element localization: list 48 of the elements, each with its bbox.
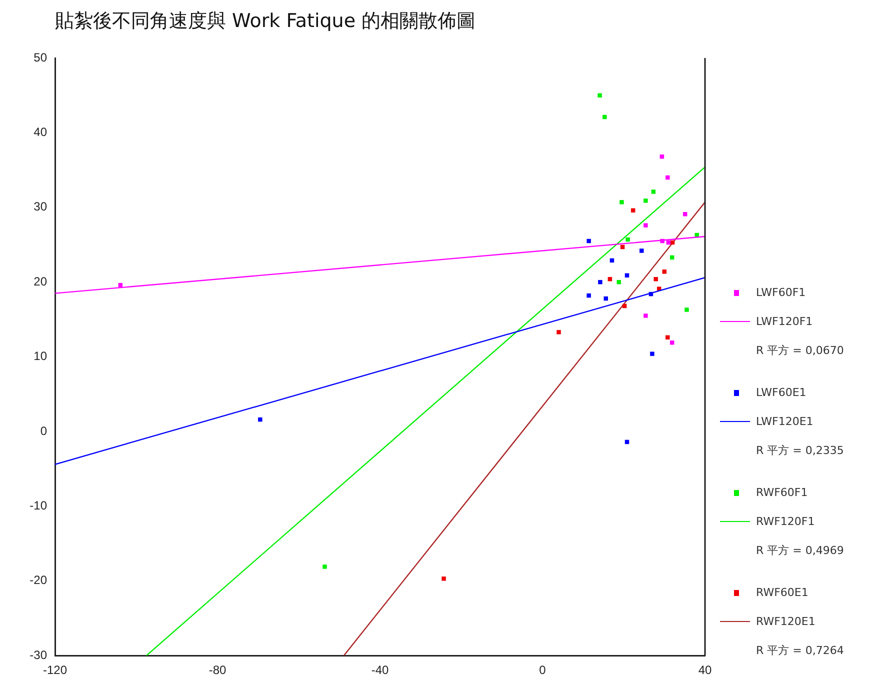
x-tick-label: -80 (208, 663, 226, 678)
point (442, 576, 446, 581)
text: R 平方 = 0,7264 (756, 643, 844, 658)
legend-label: RWF120E1 (756, 615, 816, 628)
legend-label: RWF60F1 (756, 486, 808, 499)
legend-label: LWF60F1 (756, 286, 806, 299)
legend-label: RWF120F1 (756, 515, 815, 528)
y-tick-label: 10 (34, 349, 48, 364)
point (644, 198, 648, 203)
point (556, 330, 561, 334)
y-tick-label: 40 (34, 125, 48, 140)
text: R 平方 = 0,4969 (756, 543, 844, 558)
x-tick-label: 0 (539, 663, 546, 678)
legend-label: LWF60E1 (756, 386, 806, 399)
point (644, 314, 648, 318)
point (650, 352, 654, 356)
point (626, 237, 630, 242)
x-tick-label: -40 (371, 663, 389, 678)
legend-label: RWF60E1 (756, 586, 808, 599)
point (586, 238, 591, 244)
point (620, 200, 624, 204)
point (258, 417, 262, 422)
text: R 平方 = 0,0670 (756, 343, 844, 358)
y-tick-label: 30 (34, 200, 48, 214)
y-tick-label: -20 (30, 573, 48, 588)
y-tick-label: 50 (34, 50, 48, 64)
point (598, 280, 602, 284)
point (602, 114, 607, 120)
point (322, 564, 327, 569)
x-tick-label: 40 (698, 663, 712, 678)
point (586, 293, 591, 298)
y-tick-label: 0 (40, 424, 48, 438)
point (662, 270, 666, 274)
point (640, 248, 644, 253)
y-tick-label: -30 (30, 648, 48, 662)
y-tick-label: -10 (30, 498, 48, 513)
point (651, 190, 656, 194)
y-tick-label: 20 (34, 274, 48, 288)
legend-label: LWF120E1 (756, 415, 814, 428)
point (660, 238, 664, 244)
chart-title: 貼紮後不同角速度與 Work Fatique 的相關散佈圖 (55, 9, 476, 34)
x-tick-label: -120 (42, 663, 68, 678)
text: R 平方 = 0,2335 (756, 443, 844, 458)
point (598, 93, 602, 98)
point (654, 276, 658, 282)
point (684, 308, 689, 312)
legend-label: LWF120F1 (756, 315, 813, 328)
point (644, 223, 648, 228)
